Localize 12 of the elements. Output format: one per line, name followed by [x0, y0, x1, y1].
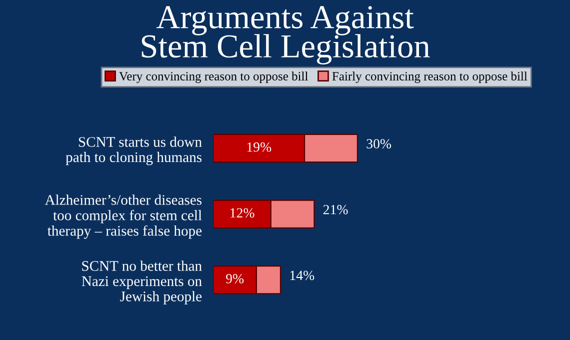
y-tick-label: SCNT no better than Nazi experiments on Jewish people: [82, 260, 202, 304]
y-tick-label: Alzheimer’s/other diseases too complex for stem cell therapy – raises false hope: [44, 194, 202, 239]
chart-title: Arguments Against Stem Cell Legislation: [142, 6, 430, 64]
data-label: 12%: [230, 208, 254, 218]
legend-label: Fairly convincing reason to oppose bill: [332, 72, 528, 84]
data-label: 19%: [247, 142, 272, 152]
total-label: 30%: [366, 139, 392, 149]
legend-label: Very convincing reason to oppose bill: [119, 72, 308, 84]
total-label: 14%: [290, 270, 314, 280]
data-label: 9%: [226, 274, 244, 284]
y-tick-label: SCNT starts us down path to cloning humans: [66, 136, 202, 166]
total-label: 21%: [323, 204, 348, 214]
